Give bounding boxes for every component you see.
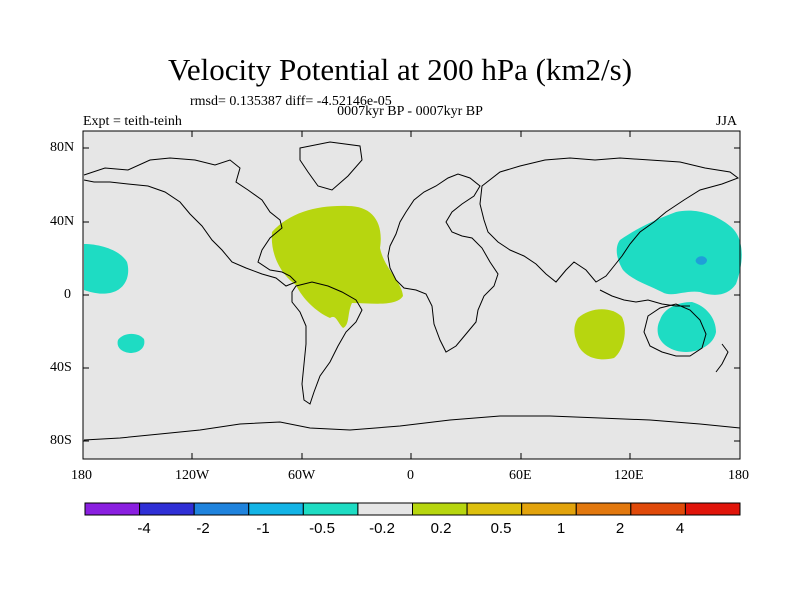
south-indian-positive-anomaly [574,309,625,360]
map-background [83,131,740,459]
south-pacific-negative-anomaly [117,333,145,353]
coast-asia [479,157,740,283]
colorbar-box [575,502,632,516]
colorbar-box [521,502,577,516]
lon-tick-label: 120E [614,468,644,483]
colorbar-label: 0.2 [430,520,452,537]
lat-tick-label: 80S [50,433,72,448]
colorbar-label: 4 [675,520,685,537]
colorbar-label: -4 [137,520,151,537]
anomaly-shading [84,205,742,360]
colorbar-box [357,502,414,516]
colorbar-label: -0.5 [309,520,335,537]
colorbar-label: 2 [615,520,625,537]
coast-antarctica [83,415,741,441]
lon-tick-label: 180 [728,468,749,483]
lon-tick-label: 0 [407,468,414,483]
coast-maritime-continent [599,289,690,307]
colorbar-label: 0.5 [490,520,512,537]
colorbar-box [139,502,195,516]
axis-ticks [82,131,741,459]
lat-tick-label: 80N [50,140,75,155]
colorbar-label: -2 [196,520,210,537]
coast-europe-africa [387,173,499,353]
colorbar-box [412,502,468,516]
colorbar-box [302,502,359,516]
colorbar-box [84,502,141,516]
colorbar-box [248,502,304,516]
lat-tick-label: 40N [50,214,75,229]
west-pacific-negative-anomaly [616,210,742,295]
coast-north-america [83,157,297,287]
lon-tick-label: 60E [509,468,532,483]
colorbar-box [193,502,250,516]
colorbar-box [630,502,686,516]
australia-negative-anomaly [657,302,716,352]
colorbar-label: -0.2 [369,520,395,537]
lat-tick-label: 40S [50,360,72,375]
colorbar-box [684,502,741,516]
coast-greenland [299,141,363,191]
stats-line: rmsd= 0.135387 diff= -4.52146e-05 [190,94,392,109]
lon-tick-label: 120W [175,468,210,483]
colorbar-label: 1 [556,520,566,537]
pacific-spot [695,256,707,265]
lon-tick-label: 60W [288,468,316,483]
colorbar-label: -1 [256,520,270,537]
central-pacific-negative-anomaly [84,244,129,294]
subtitle: 0007kyr BP - 0007kyr BP [337,104,483,119]
coast-australia [643,303,707,357]
map-title: Velocity Potential at 200 hPa (km2/s) [167,52,633,87]
atlantic-positive-anomaly [271,205,403,328]
lon-tick-label: 180 [71,468,92,483]
experiment-label: Expt = teith-teinh [83,114,182,129]
coastlines [83,141,741,441]
lat-tick-label: 0 [64,287,71,302]
season-label: JJA [716,114,738,129]
colorbar-box [466,502,523,516]
colorbar [84,502,741,516]
coast-new-zealand [715,343,729,373]
coast-south-america [291,281,363,405]
